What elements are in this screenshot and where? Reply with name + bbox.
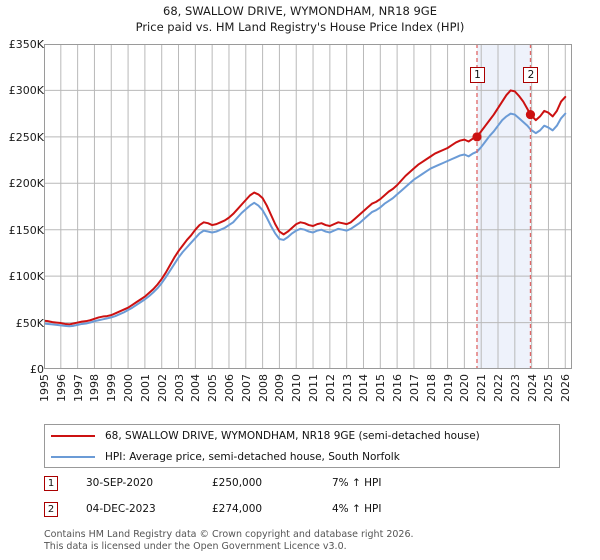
transaction-index-badge: 2 (44, 502, 58, 517)
legend-label: HPI: Average price, semi-detached house,… (105, 450, 400, 463)
x-axis-tick-label: 2000 (122, 374, 136, 402)
x-axis-tick-label: 2005 (206, 374, 220, 402)
y-axis-tick-label: £100K (8, 270, 44, 284)
x-axis-tick-label: 2022 (492, 374, 505, 402)
x-axis-tick-label: 1999 (105, 374, 119, 402)
plot-border (44, 44, 572, 369)
x-axis-tick-label: 2003 (172, 374, 186, 402)
transaction-date: 30-SEP-2020 (86, 477, 154, 489)
footer-line-1: Contains HM Land Registry data © Crown c… (44, 529, 414, 540)
x-axis-tick-label: 2026 (559, 374, 573, 402)
transaction-date: 04-DEC-2023 (86, 503, 156, 515)
price-chart (44, 44, 572, 369)
y-axis-tick-label: £250K (8, 130, 44, 144)
legend-color-swatch (51, 434, 95, 437)
y-axis-tick-label: £0 (30, 363, 44, 376)
transaction-index-badge: 1 (44, 476, 58, 491)
x-axis-tick-label: 2020 (458, 374, 472, 402)
title-line-1: 68, SWALLOW DRIVE, WYMONDHAM, NR18 9GE (163, 4, 437, 18)
chart-marker-badge[interactable]: 2 (523, 67, 539, 83)
chart-legend: 68, SWALLOW DRIVE, WYMONDHAM, NR18 9GE (… (44, 424, 560, 468)
y-axis-tick-label: £350K (8, 38, 44, 51)
legend-color-swatch (51, 455, 95, 458)
chart-marker-badge[interactable]: 1 (469, 67, 485, 83)
series-line (44, 112, 567, 328)
x-axis-tick-label: 1996 (54, 374, 68, 402)
page-title: 68, SWALLOW DRIVE, WYMONDHAM, NR18 9GE P… (0, 3, 600, 35)
y-axis-tick-label: £150K (8, 223, 44, 237)
x-axis-tick-label: 2001 (138, 374, 152, 402)
x-axis-tick-label: 2009 (273, 374, 287, 402)
transaction-price: £250,000 (212, 477, 263, 489)
transaction-marker-dot[interactable] (472, 132, 482, 142)
x-axis-tick-label: 2014 (357, 374, 371, 402)
x-axis-tick-label: 2016 (391, 374, 405, 402)
legend-item: HPI: Average price, semi-detached house,… (45, 446, 559, 467)
x-axis-tick-label: 1998 (88, 374, 102, 402)
transaction-row[interactable]: 1 30-SEP-2020 £250,000 7% ↑ HPI (44, 476, 560, 493)
x-axis-tick-label: 2012 (323, 374, 337, 402)
x-axis-tick-label: 2013 (340, 374, 354, 402)
x-axis-tick-label: 2015 (374, 374, 388, 402)
transaction-hpi-delta: 7% ↑ HPI (332, 477, 382, 489)
footer-attribution: Contains HM Land Registry data © Crown c… (44, 529, 584, 552)
ownership-band (476, 44, 531, 369)
x-axis-tick-label: 2008 (256, 374, 270, 402)
transaction-hpi-delta: 4% ↑ HPI (332, 503, 382, 515)
transaction-marker-dot[interactable] (525, 109, 536, 120)
title-line-2: Price paid vs. HM Land Registry's House … (135, 20, 465, 34)
legend-item: 68, SWALLOW DRIVE, WYMONDHAM, NR18 9GE (… (45, 425, 559, 446)
x-axis-tick-label: 2019 (441, 374, 455, 402)
y-axis-tick-label: £200K (8, 177, 44, 191)
x-axis-tick-label: 2024 (525, 374, 539, 402)
x-axis-tick-label: 1997 (71, 374, 85, 402)
x-axis-tick-label: 2025 (542, 374, 556, 402)
x-axis-tick-label: 2004 (189, 374, 203, 402)
x-axis-tick-label: 2018 (424, 374, 438, 402)
x-axis-tick-label: 2002 (155, 374, 169, 402)
transaction-price: £274,000 (212, 503, 263, 515)
legend-label: 68, SWALLOW DRIVE, WYMONDHAM, NR18 9GE (… (105, 429, 480, 442)
y-axis-tick-label: £50K (15, 316, 44, 330)
x-axis-tick-label: 2007 (239, 374, 253, 402)
x-axis-tick-label: 2017 (407, 374, 421, 402)
chart-plot-area (44, 44, 572, 369)
transaction-row[interactable]: 2 04-DEC-2023 £274,000 4% ↑ HPI (44, 502, 560, 519)
x-axis-tick-label: 2023 (508, 374, 522, 402)
x-axis-tick-label: 2011 (307, 374, 321, 402)
x-axis-tick-label: 2010 (290, 374, 304, 402)
x-axis-tick-label: 1995 (38, 374, 51, 402)
footer-line-2: This data is licensed under the Open Gov… (44, 540, 347, 552)
y-axis-tick-label: £300K (8, 84, 44, 98)
x-axis-tick-label: 2006 (222, 374, 236, 402)
x-axis-tick-label: 2021 (475, 374, 489, 402)
